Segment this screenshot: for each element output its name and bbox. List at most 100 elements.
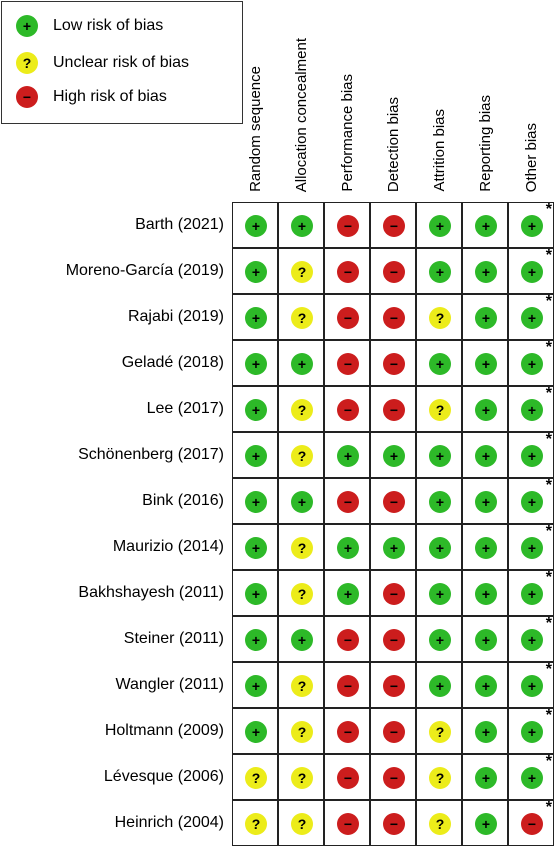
footnote-asterisk: *	[545, 431, 552, 448]
unclear-risk-icon: ?	[291, 307, 313, 329]
rating-cell: ?	[278, 386, 324, 432]
study-label: Moreno-García (2019)	[65, 262, 224, 279]
rating-cell: ?	[416, 800, 462, 846]
unclear-risk-icon: ?	[429, 399, 451, 421]
rating-cell: +	[462, 478, 508, 524]
high-risk-icon: −	[383, 215, 405, 237]
rating-cell: +	[462, 386, 508, 432]
study-label: Schönenberg (2017)	[78, 446, 224, 463]
legend-label-high: High risk of bias	[53, 88, 167, 105]
study-label: Rajabi (2019)	[127, 308, 224, 325]
rating-cell: +	[416, 662, 462, 708]
column-header: Other bias	[508, 4, 554, 192]
rating-cell: +	[416, 478, 462, 524]
rating-cell: +	[278, 478, 324, 524]
rating-cell: + *	[508, 201, 554, 248]
rating-cell: −	[370, 754, 416, 800]
high-risk-icon: −	[383, 399, 405, 421]
low-risk-icon: +	[429, 261, 451, 283]
high-risk-icon: −	[16, 86, 38, 108]
low-risk-icon: +	[521, 399, 543, 421]
rating-cell: +	[416, 202, 462, 248]
study-label: Wangler (2011)	[115, 676, 225, 693]
footnote-asterisk: *	[545, 477, 552, 494]
rating-cell: ?	[416, 386, 462, 432]
unclear-risk-icon: ?	[291, 445, 313, 467]
high-risk-icon: −	[383, 629, 405, 651]
study-label: Lee (2017)	[146, 400, 224, 417]
high-risk-icon: −	[383, 491, 405, 513]
unclear-risk-icon: ?	[245, 767, 267, 789]
footnote-asterisk: *	[545, 615, 552, 632]
unclear-risk-icon: ?	[429, 721, 451, 743]
low-risk-icon: +	[337, 583, 359, 605]
column-header: Random sequence	[232, 4, 278, 192]
rating-cell: −	[370, 340, 416, 386]
low-risk-icon: +	[475, 583, 497, 605]
study-label: Bink (2016)	[142, 492, 224, 509]
rating-cell: ?	[416, 754, 462, 800]
low-risk-icon: +	[337, 537, 359, 559]
high-risk-icon: −	[337, 261, 359, 283]
rating-cell: −	[370, 800, 416, 846]
low-risk-icon: +	[521, 261, 543, 283]
rating-cell: +	[462, 202, 508, 248]
column-header: Reporting bias	[462, 4, 508, 192]
low-risk-icon: +	[475, 491, 497, 513]
rating-cell: ?	[278, 248, 324, 294]
rating-cell: +	[278, 202, 324, 248]
risk-of-bias-grid: + + − − + + + * +? − − + + + * +? − −? + + * + + − − + + + * +? − −? + + *…	[232, 201, 554, 846]
rating-cell: +	[232, 616, 278, 662]
rating-cell: +	[324, 524, 370, 570]
low-risk-icon: +	[245, 491, 267, 513]
rating-cell: − *	[508, 799, 554, 846]
high-risk-icon: −	[337, 399, 359, 421]
low-risk-icon: +	[475, 629, 497, 651]
low-risk-icon: +	[475, 813, 497, 835]
rating-cell: ?	[278, 754, 324, 800]
footnote-asterisk: *	[545, 753, 552, 770]
study-label: Lévesque (2006)	[103, 768, 224, 785]
high-risk-icon: −	[383, 353, 405, 375]
low-risk-icon: +	[521, 767, 543, 789]
low-risk-icon: +	[245, 675, 267, 697]
column-header-label: Performance bias	[338, 74, 356, 192]
unclear-risk-icon: ?	[291, 399, 313, 421]
rating-cell: +	[416, 432, 462, 478]
rating-cell: −	[370, 708, 416, 754]
low-risk-icon: +	[429, 353, 451, 375]
unclear-risk-icon: ?	[245, 813, 267, 835]
low-risk-icon: +	[475, 537, 497, 559]
rating-cell: + *	[508, 385, 554, 432]
rating-cell: −	[324, 800, 370, 846]
low-risk-icon: +	[291, 491, 313, 513]
rating-cell: −	[324, 478, 370, 524]
rating-cell: + *	[508, 661, 554, 708]
rating-cell: −	[324, 386, 370, 432]
rating-cell: +	[462, 524, 508, 570]
low-risk-icon: +	[291, 629, 313, 651]
low-risk-icon: +	[245, 583, 267, 605]
low-risk-icon: +	[475, 445, 497, 467]
low-risk-icon: +	[245, 215, 267, 237]
rating-cell: −	[370, 570, 416, 616]
rating-cell: −	[370, 248, 416, 294]
high-risk-icon: −	[383, 307, 405, 329]
low-risk-icon: +	[245, 537, 267, 559]
low-risk-icon: +	[429, 491, 451, 513]
rating-cell: +	[462, 432, 508, 478]
low-risk-icon: +	[429, 675, 451, 697]
footnote-asterisk: *	[545, 385, 552, 402]
low-risk-icon: +	[429, 215, 451, 237]
unclear-risk-icon: ?	[291, 721, 313, 743]
rating-cell: ?	[232, 754, 278, 800]
low-risk-icon: +	[245, 307, 267, 329]
column-header: Allocation concealment	[278, 4, 324, 192]
low-risk-icon: +	[429, 445, 451, 467]
rating-cell: −	[324, 248, 370, 294]
rating-cell: ?	[232, 800, 278, 846]
low-risk-icon: +	[291, 353, 313, 375]
unclear-risk-icon: ?	[291, 537, 313, 559]
footnote-asterisk: *	[545, 569, 552, 586]
rating-cell: ?	[278, 432, 324, 478]
